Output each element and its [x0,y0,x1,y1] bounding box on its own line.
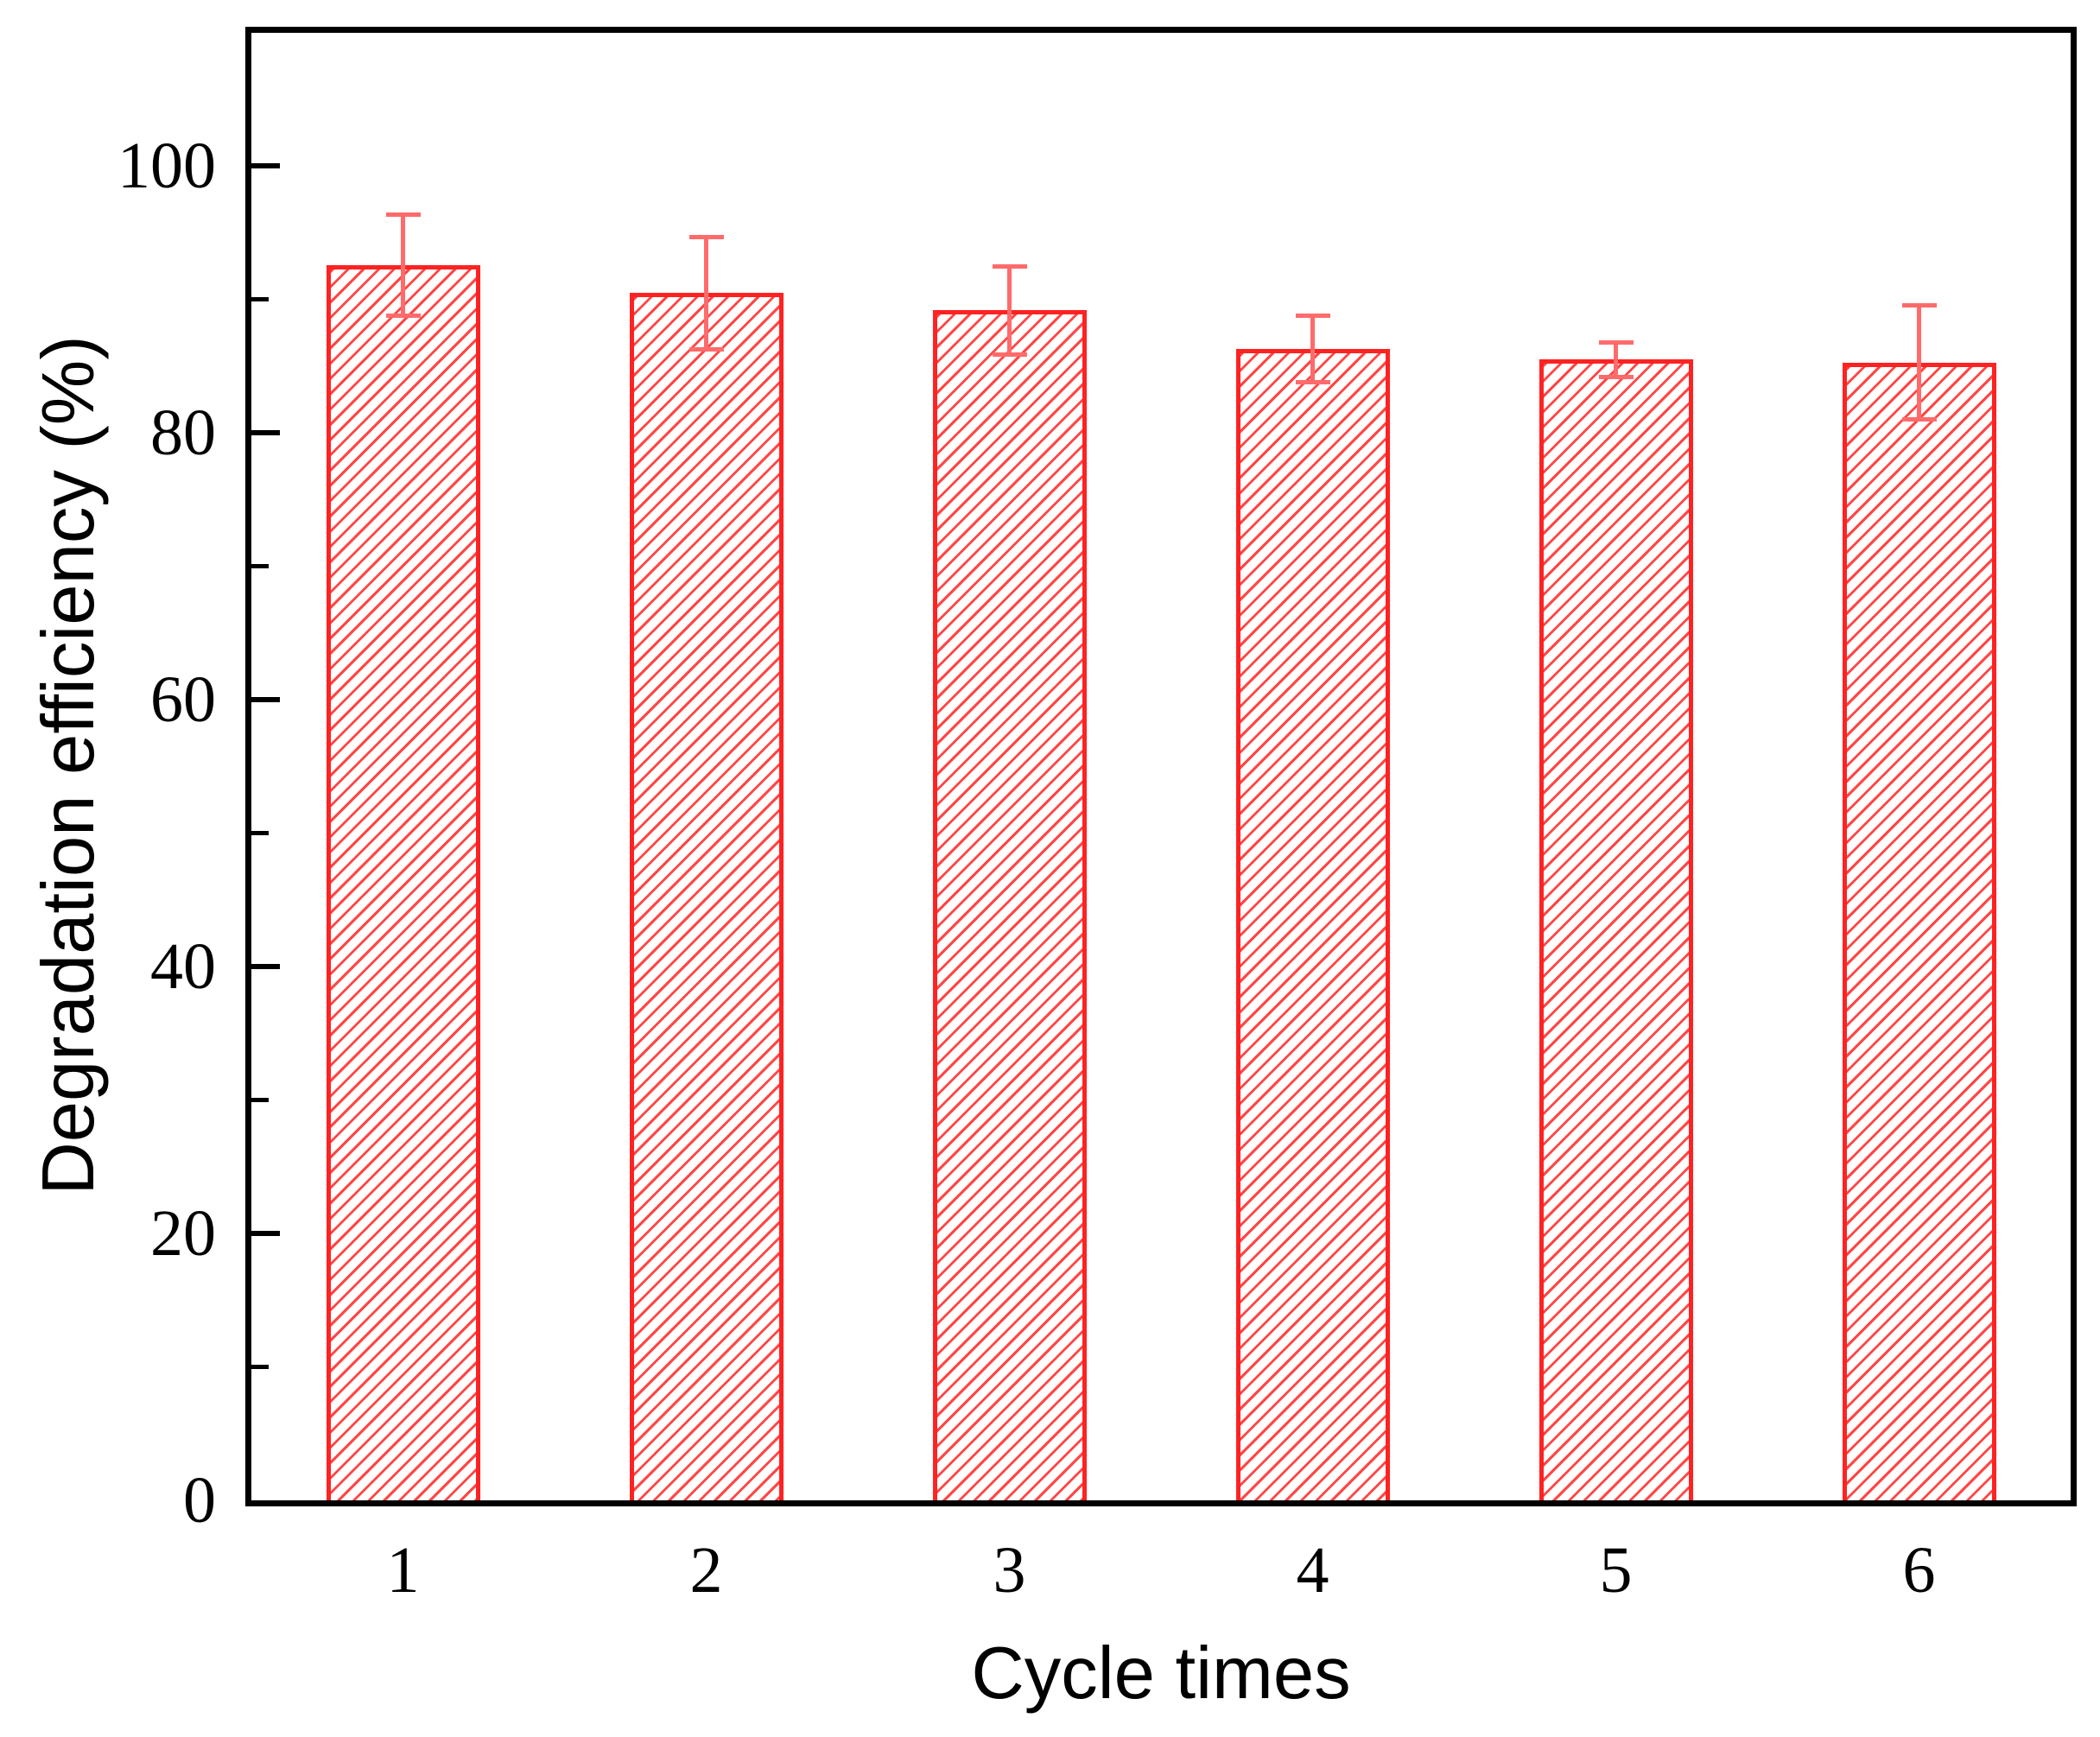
error-bar-top-cap [1901,302,1937,307]
error-bar-line [1007,266,1012,355]
x-tick-label: 2 [689,1534,723,1607]
y-tick-label: 80 [150,396,216,470]
bars-layer [251,33,2071,1500]
x-tick-label: 1 [386,1534,420,1607]
error-bar-line [401,214,405,316]
bar [1842,363,1996,1500]
y-major-tick [251,163,280,169]
y-major-tick [251,697,280,703]
error-bar-top-cap [688,234,724,239]
y-tick-label: 0 [183,1464,216,1537]
y-minor-tick [251,1098,269,1103]
error-bar-bottom-cap [385,313,421,318]
y-minor-tick [251,1365,269,1370]
error-bar-bottom-cap [688,346,724,352]
error-bar-bottom-cap [992,352,1027,357]
x-tick-label: 4 [1296,1534,1329,1607]
y-minor-tick [251,564,269,569]
bar [1539,359,1693,1500]
error-bar-line [1310,315,1315,383]
x-tick-label: 3 [993,1534,1026,1607]
y-minor-tick [251,831,269,836]
y-minor-tick [251,297,269,302]
y-tick-label: 20 [150,1197,216,1271]
x-tick-label: 6 [1902,1534,1936,1607]
error-bar-top-cap [1598,339,1634,345]
y-major-tick [251,964,280,970]
y-ticks-layer [251,33,2071,1500]
error-bar-bottom-cap [1295,380,1330,385]
bar [629,293,784,1500]
y-tick-label: 100 [117,130,216,203]
error-bar-line [704,237,708,350]
bar [1235,349,1390,1500]
plot-area [245,27,2077,1506]
error-bar-bottom-cap [1901,417,1937,422]
x-tick-label: 5 [1599,1534,1633,1607]
y-tick-label: 60 [150,663,216,737]
error-bar-bottom-cap [1598,374,1634,379]
error-bar-top-cap [1295,313,1330,318]
y-tick-label: 40 [150,930,216,1004]
error-bar-line [1614,342,1618,377]
y-major-tick [251,1231,280,1237]
error-bar-top-cap [992,263,1027,269]
error-bars-layer [251,33,2071,1500]
x-axis-title: Cycle times [971,1632,1351,1715]
bar [326,265,480,1500]
error-bar-top-cap [385,212,421,217]
y-major-tick [251,430,280,436]
error-bar-line [1917,305,1921,420]
